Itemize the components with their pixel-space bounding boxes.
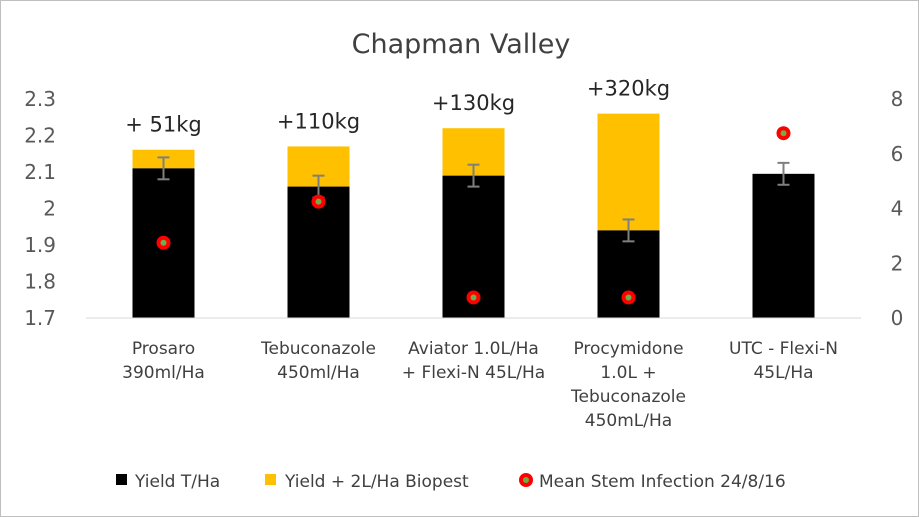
infection-marker-center	[315, 198, 322, 205]
bar-yield	[597, 230, 660, 318]
x-tick-label: 390ml/Ha	[122, 363, 205, 383]
x-tick-label: + Flexi-N 45L/Ha	[402, 363, 545, 383]
x-tick-label: 1.0L +	[600, 363, 656, 383]
plot-layer: 1.7 1.8 1.9 2 2.1 2.2 2.3 0 2 4 6 8 + 51kg Prosaro 390…	[24, 77, 903, 431]
y2-tick-label: 6	[891, 142, 904, 166]
legend-label-yield: Yield T/Ha	[134, 472, 220, 492]
y-tick-label: 1.7	[24, 306, 56, 330]
bar-annotation: +320kg	[587, 77, 670, 101]
x-tick-label: Aviator 1.0L/Ha	[408, 339, 539, 359]
infection-marker-center	[470, 294, 477, 301]
legend: Yield T/Ha Yield + 2L/Ha Biopest Mean St…	[116, 472, 786, 492]
x-tick-label: Tebuconazole	[260, 339, 376, 359]
legend-swatch-yield	[116, 474, 127, 485]
x-tick-label: UTC - Flexi-N	[729, 339, 838, 359]
x-tick-label: Tebuconazole	[570, 387, 686, 407]
legend-label-infection: Mean Stem Infection 24/8/16	[539, 472, 786, 492]
infection-marker-center	[780, 130, 787, 137]
y2-tick-label: 2	[891, 251, 904, 275]
y-tick-label: 2.2	[24, 124, 56, 148]
x-tick-label: 450mL/Ha	[585, 411, 672, 431]
x-tick-label: Procymidone	[573, 339, 683, 359]
bar-annotation: +130kg	[432, 91, 515, 115]
y-tick-label: 1.8	[24, 270, 56, 294]
y-tick-label: 1.9	[24, 233, 56, 257]
y2-tick-label: 8	[891, 87, 904, 111]
y2-tick-label: 0	[891, 306, 904, 330]
x-tick-label: 450ml/Ha	[277, 363, 360, 383]
legend-marker-infection-center	[523, 477, 529, 483]
y2-tick-label: 4	[891, 197, 904, 221]
bar-annotation: +110kg	[277, 109, 360, 133]
y-tick-label: 2.3	[24, 87, 56, 111]
bar-annotation: + 51kg	[125, 113, 201, 137]
y-tick-label: 2	[43, 197, 56, 221]
chart-title: Chapman Valley	[352, 29, 571, 60]
x-tick-label: 45L/Ha	[753, 363, 813, 383]
legend-label-biopest: Yield + 2L/Ha Biopest	[284, 472, 469, 492]
bar-biopest	[597, 113, 660, 231]
bar-yield	[752, 173, 815, 318]
legend-swatch-biopest	[265, 474, 276, 485]
infection-marker-center	[160, 239, 167, 246]
y-tick-label: 2.1	[24, 160, 56, 184]
x-tick-label: Prosaro	[132, 339, 195, 359]
infection-marker-center	[625, 294, 632, 301]
